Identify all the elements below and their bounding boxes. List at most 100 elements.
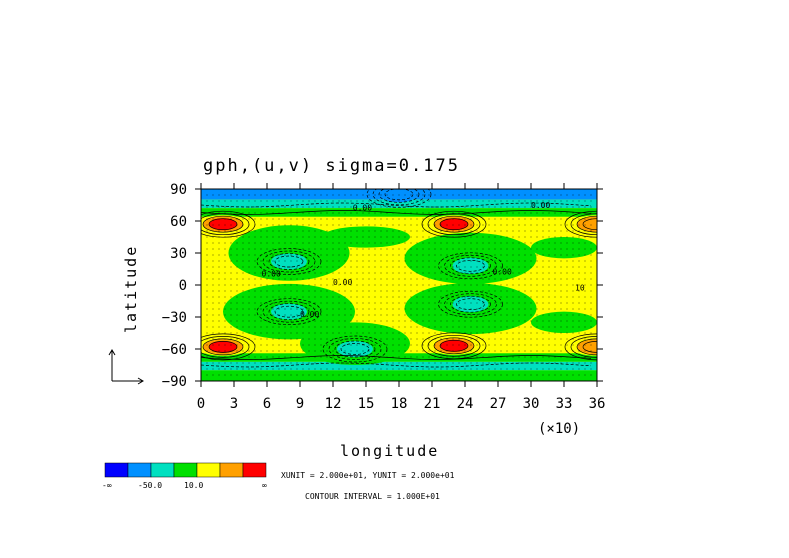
x-multiplier-label: (×10) [538,421,580,437]
contour-line-0-2 [202,215,244,233]
colorbar-swatch-5 [219,462,244,478]
x-tick-label-0: 0 [197,396,205,412]
contour-line-2-1 [582,218,597,231]
colorbar [104,462,267,478]
x-tick-label-5: 15 [358,396,375,412]
contour-line-9-2 [450,295,491,313]
colorbar-swatch-0 [104,462,129,478]
contour-interval-text: CONTOUR INTERVAL = 1.000E+01 [305,492,440,501]
contour-line-8-2 [268,303,310,321]
contour-line-3-2 [202,338,244,356]
contour-line-4-2 [433,337,475,355]
colorbar-swatch-3 [173,462,198,478]
colorbar-swatch-4 [196,462,221,478]
contour-line-7-1 [456,259,485,272]
contour-label-0: 0.00 [262,269,281,278]
zonal-contour-0 [201,202,592,208]
contour-label-2: 0.00 [531,201,550,210]
contour-label-1: 0.00 [353,203,372,212]
contour-line-5-4 [564,333,597,361]
x-tick-label-11: 33 [556,396,573,412]
contour-line-1-2 [433,215,475,233]
contour-line-2-4 [564,210,597,238]
colorbar-swatch-6 [242,462,267,478]
contour-line-3-1 [208,341,238,353]
chart-title: gph,(u,v) sigma=0.175 [203,156,460,176]
contour-line-5-1 [582,341,597,353]
unit-text: XUNIT = 2.000e+01, YUNIT = 2.000e+01 [281,471,455,480]
contour-line-10-2 [334,340,376,358]
x-tick-label-2: 6 [263,396,271,412]
contour-line-1-4 [421,210,487,238]
contour-line-10-3 [328,338,382,360]
contour-label-5: 0.00 [333,278,352,287]
y-tick-label-0: 90 [170,182,187,198]
vector-arrows [201,189,597,381]
zonal-contour-1 [201,210,592,215]
contour-line-11-4 [366,189,432,208]
contour-line-7-4 [438,252,503,280]
contour-line-3-3 [201,336,250,358]
plot-area: 0.00 0.00 0.00 0.00 0.00 0.00 10 [201,189,597,381]
contour-line-9-1 [456,298,485,311]
contour-line-7-3 [444,254,497,277]
contour-label-6: 10 [575,283,585,292]
x-tick-label-6: 18 [391,396,408,412]
contour-line-0-1 [208,218,238,231]
contour-line-9-4 [438,290,503,318]
contour-line-0-4 [201,210,256,238]
x-axis-label: longitude [340,442,439,460]
contour-line-4-1 [439,339,469,352]
colorbar-swatch-2 [150,462,175,478]
contour-line-6-2 [268,253,310,270]
contour-line-3-4 [201,333,256,361]
contour-line-9-3 [444,293,497,316]
colorbar-label-minus-50: -50.0 [138,481,162,490]
contour-line-10-4 [322,335,388,363]
zonal-contour-3 [201,362,592,368]
contour-line-8-1 [274,305,304,318]
x-tick-label-8: 24 [457,396,474,412]
colorbar-label-10: 10.0 [184,481,203,490]
x-tick-label-1: 3 [230,396,238,412]
contour-line-6-1 [274,255,304,268]
contour-label-4: 0.00 [493,267,512,276]
contour-line-2-2 [576,215,597,233]
contour-line-2-3 [570,213,597,236]
contour-line-7-2 [450,257,491,275]
contour-line-1-3 [427,213,481,236]
y-tick-label-6: −90 [162,374,187,390]
x-tick-label-10: 30 [523,396,540,412]
y-tick-label-3: 0 [179,278,187,294]
contour-line-11-3 [372,189,426,206]
colorbar-label-neg-inf: -∞ [102,481,112,490]
contour-line-6-4 [256,248,322,275]
x-tick-label-12: 36 [589,396,606,412]
contour-line-1-1 [439,218,469,231]
contour-line-11-1 [384,189,414,201]
contour-line-5-2 [576,338,597,356]
contour-line-4-4 [421,332,487,360]
colorbar-swatch-1 [127,462,152,478]
x-tick-label-4: 12 [325,396,342,412]
x-tick-label-7: 21 [424,396,441,412]
y-tick-label-4: −30 [162,310,187,326]
x-tick-label-3: 9 [296,396,304,412]
y-tick-label-1: 60 [170,214,187,230]
y-tick-label-5: −60 [162,342,187,358]
contour-line-5-3 [570,336,597,358]
zonal-contour-2 [201,355,592,360]
contour-line-4-3 [427,334,481,357]
contour-line-8-3 [262,300,316,323]
y-tick-label-2: 30 [170,246,187,262]
colorbar-label-pos-inf: ∞ [262,481,267,490]
contour-label-3: 0.00 [300,310,319,319]
x-tick-label-9: 27 [490,396,507,412]
y-axis-label: latitude [122,245,140,333]
contour-line-10-1 [340,343,370,355]
contour-line-8-4 [256,298,322,326]
contour-line-11-2 [378,189,420,203]
unit-vector-legend [108,349,144,385]
contour-line-6-3 [262,250,316,273]
